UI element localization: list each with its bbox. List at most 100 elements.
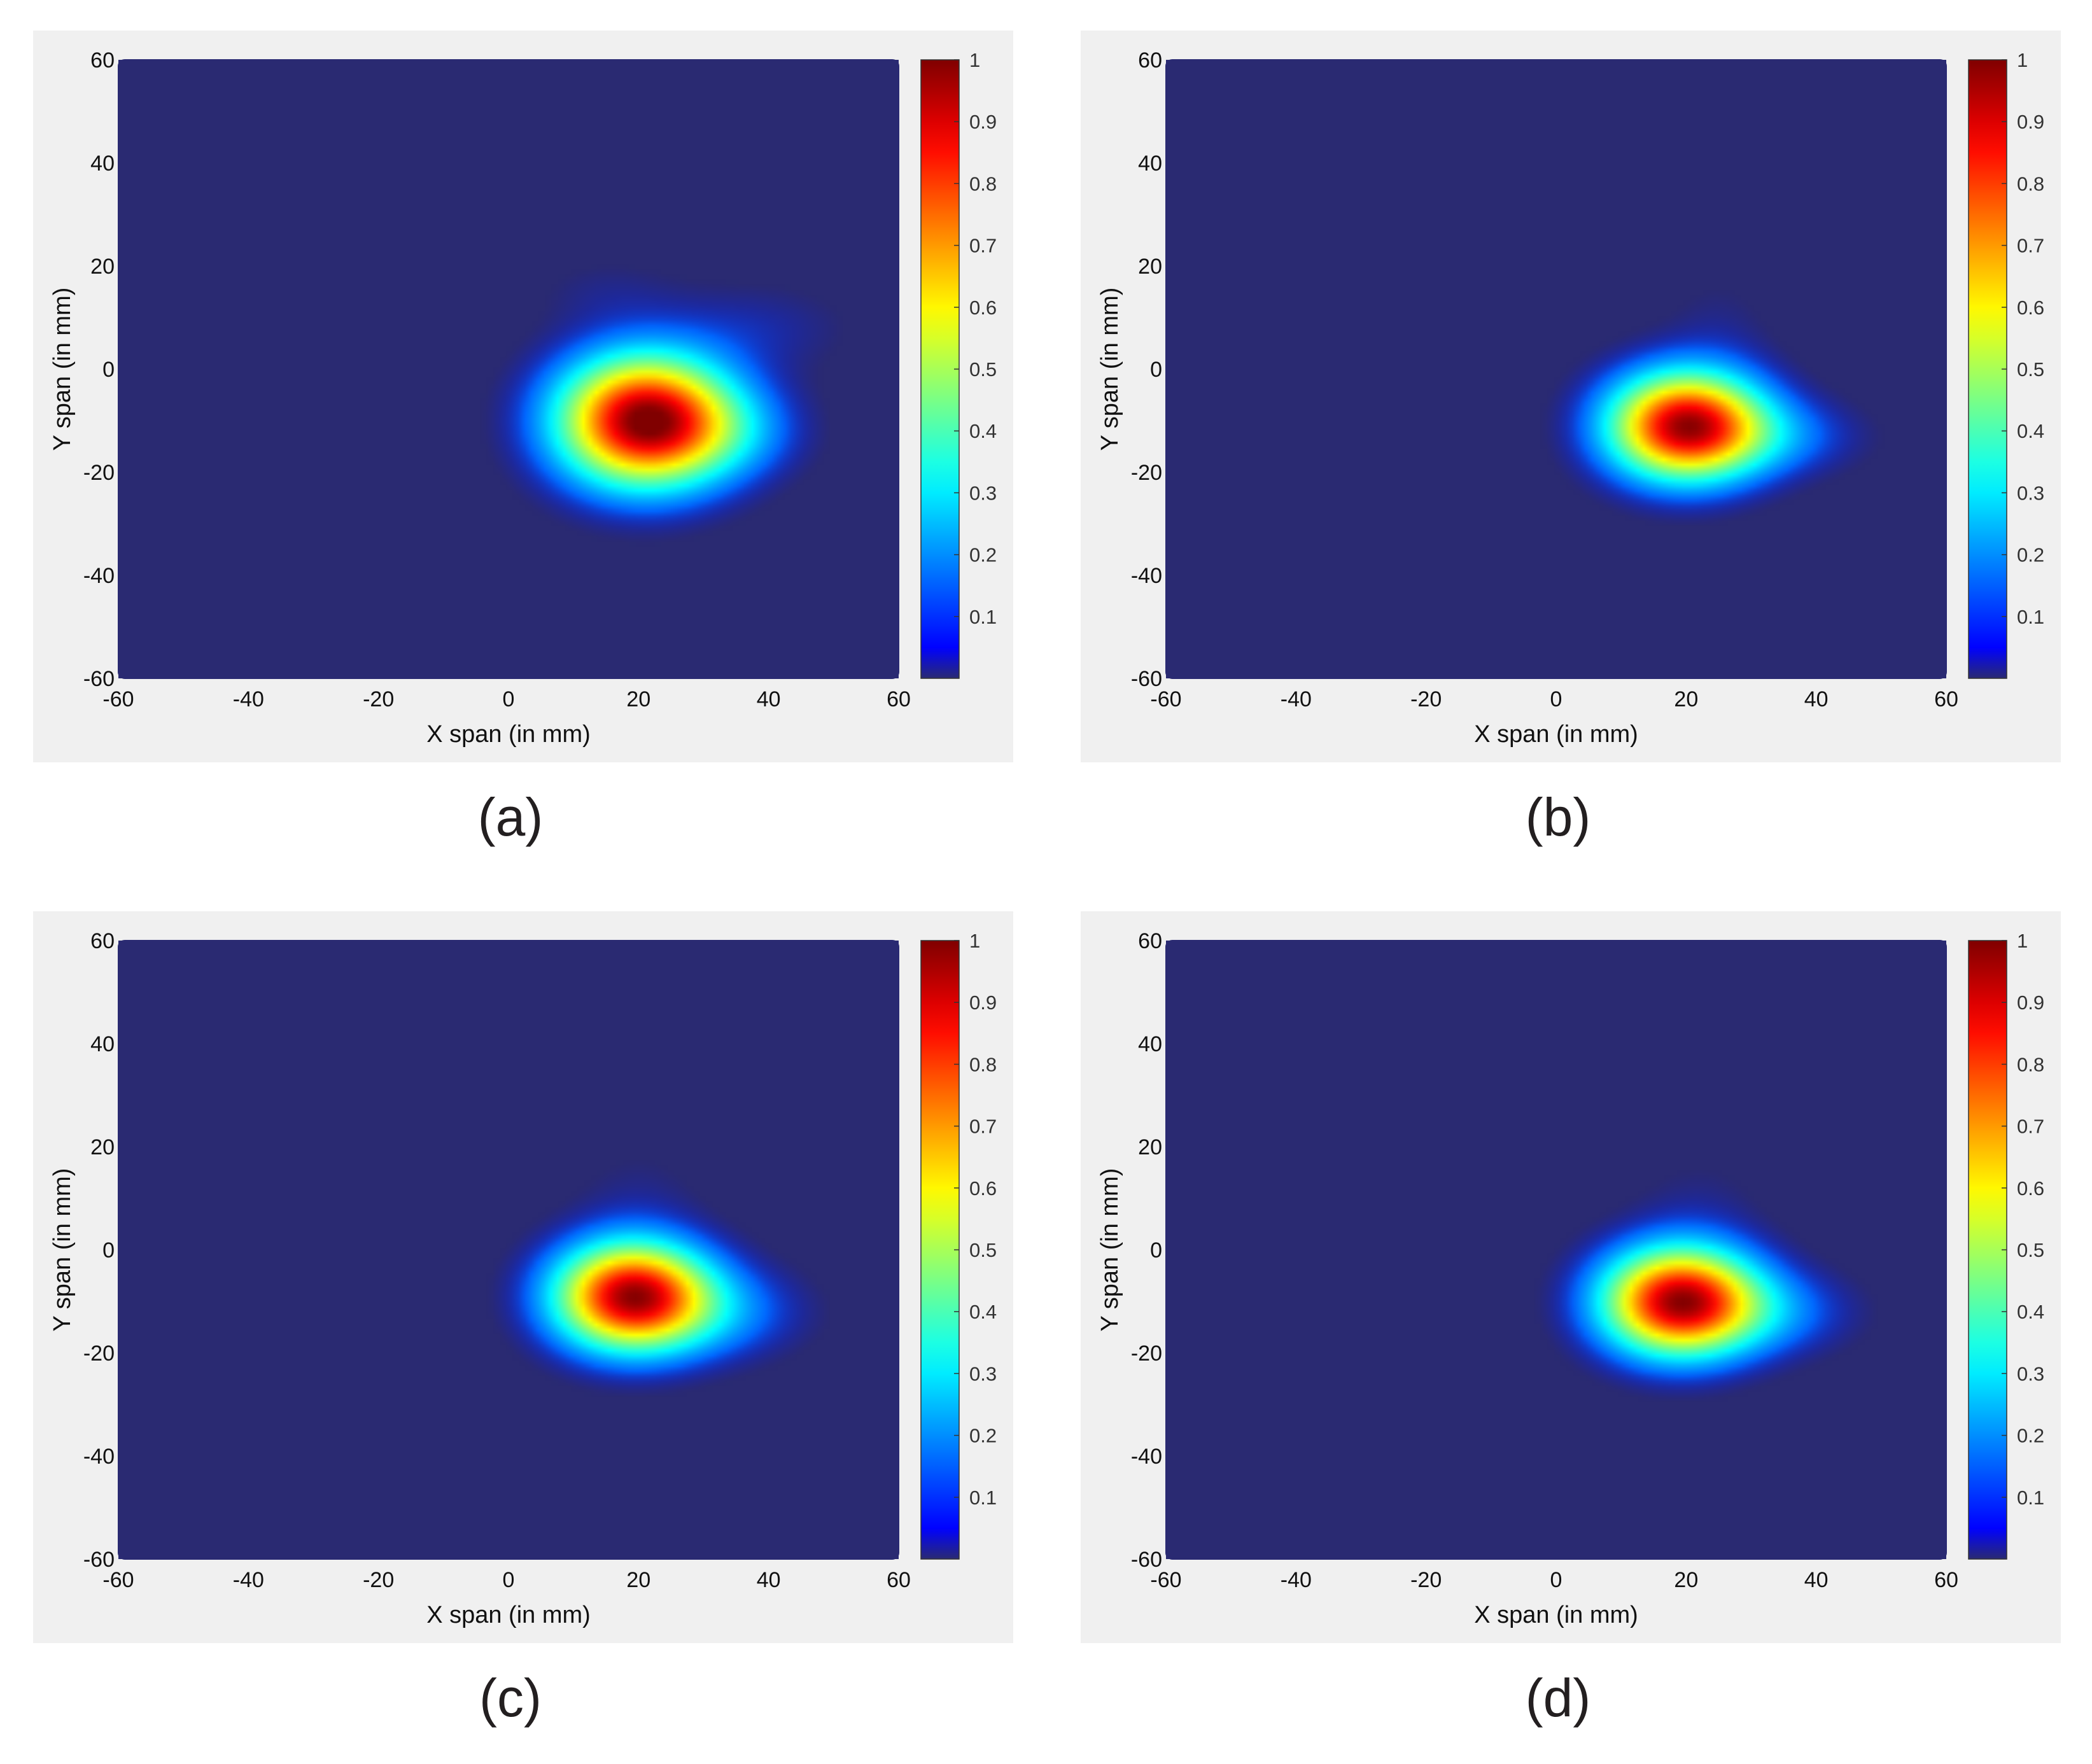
- y-tick-label: -20: [1131, 461, 1162, 485]
- colorbar-tick-label: 0.2: [969, 544, 997, 566]
- colorbar-tick-label: 0.2: [2017, 544, 2044, 566]
- colorbar-tick-label: 0.5: [969, 1239, 997, 1261]
- colorbar-tick-label: 0.7: [969, 235, 997, 257]
- x-axis-label: X span (in mm): [1474, 1602, 1638, 1628]
- colorbar-tick-label: 0.6: [2017, 1177, 2044, 1200]
- colorbar: [920, 940, 960, 1560]
- colorbar-tick-label: 1: [969, 930, 980, 952]
- y-tick-label: -20: [1131, 1341, 1162, 1366]
- y-tick-label: -40: [83, 564, 115, 588]
- plot-frame: [1165, 940, 1947, 1560]
- colorbar-tick-label: 0.9: [969, 111, 997, 133]
- colorbar-tick-label: 0.8: [2017, 172, 2044, 195]
- colorbar-tick-label: 0.1: [969, 606, 997, 628]
- x-tick-label: 0: [503, 687, 515, 711]
- colorbar: [1968, 940, 2007, 1560]
- colorbar-tick-label: 0.3: [2017, 482, 2044, 504]
- colorbar-tick-label: 0.3: [969, 482, 997, 504]
- colorbar-tick-label: 0.3: [969, 1362, 997, 1385]
- heatmap-panel: -60 -40 -20 0 20 40 60 -60 -40 -20 0 20 40 60 X span (…: [33, 911, 1013, 1643]
- colorbar-tick-label: 1: [2017, 49, 2028, 71]
- x-tick-label: 20: [1674, 1568, 1698, 1592]
- x-tick-label: 40: [757, 687, 781, 711]
- x-tick-label: -20: [1410, 1568, 1442, 1592]
- y-tick-label: 40: [1138, 1032, 1162, 1056]
- y-tick-label: 20: [1138, 255, 1162, 279]
- x-tick-label: -40: [233, 1568, 264, 1592]
- x-tick-label: -40: [1281, 687, 1312, 711]
- y-tick-label: 0: [1150, 358, 1162, 382]
- colorbar-tick-label: 0.4: [2017, 1301, 2044, 1323]
- y-tick-label: 20: [1138, 1135, 1162, 1159]
- y-axis-label: Y span (in mm): [1097, 288, 1123, 451]
- colorbar: [1968, 59, 2007, 679]
- x-tick-label: 0: [1550, 687, 1562, 711]
- colorbar-tick-label: 0.1: [2017, 1487, 2044, 1509]
- y-tick-label: -60: [83, 667, 115, 691]
- colorbar-tick-label: 0.9: [2017, 111, 2044, 133]
- y-axis-label: Y span (in mm): [49, 288, 76, 451]
- x-tick-label: -60: [1150, 1568, 1181, 1592]
- y-tick-label: 40: [90, 151, 115, 176]
- colorbar-tick-label: 0.2: [2017, 1425, 2044, 1447]
- y-tick-label: 60: [1138, 48, 1162, 73]
- colorbar-tick-label: 0.8: [969, 172, 997, 195]
- heatmap-image: [118, 941, 899, 1559]
- y-tick-label: 0: [1150, 1238, 1162, 1263]
- colorbar-tick-label: 0.6: [2017, 297, 2044, 319]
- y-tick-label: -40: [1131, 564, 1162, 588]
- heatmap-svg: -60 -40 -20 0 20 40 60 -60 -40 -20 0 20 40 60 X span (…: [49, 929, 997, 1628]
- x-tick-label: -60: [102, 1568, 134, 1592]
- colorbar-tick-label: 0.7: [2017, 235, 2044, 257]
- y-tick-label: 40: [1138, 151, 1162, 176]
- y-tick-label: 60: [90, 48, 115, 73]
- heatmap-image: [118, 60, 899, 678]
- y-tick-label: 20: [90, 255, 115, 279]
- colorbar-tick-label: 0.4: [969, 420, 997, 442]
- x-axis-label: X span (in mm): [426, 1602, 591, 1628]
- heatmap-image: [1166, 941, 1946, 1559]
- x-tick-label: 20: [626, 687, 650, 711]
- colorbar-tick-label: 0.8: [2017, 1053, 2044, 1075]
- y-tick-label: -20: [83, 1341, 115, 1366]
- y-tick-label: -20: [83, 461, 115, 485]
- y-tick-label: 60: [1138, 929, 1162, 953]
- x-tick-label: 20: [1674, 687, 1698, 711]
- colorbar-tick-label: 1: [2017, 930, 2028, 952]
- plot-frame: [118, 940, 899, 1560]
- heatmap-image: [1166, 60, 1946, 678]
- colorbar-tick-label: 0.4: [969, 1301, 997, 1323]
- y-tick-label: -40: [83, 1445, 115, 1469]
- y-tick-label: 0: [102, 1238, 115, 1263]
- colorbar-tick-label: 0.1: [969, 1487, 997, 1509]
- y-tick-label: 20: [90, 1135, 115, 1159]
- colorbar-tick-label: 0.8: [969, 1053, 997, 1075]
- x-tick-label: -40: [1281, 1568, 1312, 1592]
- panel-caption: (c): [479, 1668, 542, 1728]
- plot-frame: [1165, 59, 1947, 679]
- x-tick-label: 40: [1804, 1568, 1829, 1592]
- colorbar-tick-label: 0.5: [2017, 1239, 2044, 1261]
- x-tick-label: 40: [1804, 687, 1829, 711]
- heatmap-svg: -60 -40 -20 0 20 40 60 -60 -40 -20 0 20 40 60 X span (…: [49, 48, 997, 748]
- x-tick-label: -60: [102, 687, 134, 711]
- x-tick-label: -20: [1410, 687, 1442, 711]
- x-axis-label: X span (in mm): [1474, 721, 1638, 748]
- colorbar-tick-label: 0.7: [969, 1116, 997, 1138]
- heatmap-panel: -60 -40 -20 0 20 40 60 -60 -40 -20 0 20 40 60 X span (…: [1081, 31, 2061, 762]
- colorbar-tick-label: 0.3: [2017, 1362, 2044, 1385]
- colorbar-tick-label: 0.6: [969, 1177, 997, 1200]
- x-tick-label: 0: [503, 1568, 515, 1592]
- x-tick-label: -20: [363, 687, 394, 711]
- panel-caption: (d): [1525, 1668, 1591, 1728]
- x-tick-label: -40: [233, 687, 264, 711]
- y-tick-label: 40: [90, 1032, 115, 1056]
- x-tick-label: 40: [757, 1568, 781, 1592]
- x-tick-label: 60: [1934, 687, 1958, 711]
- y-tick-label: -40: [1131, 1445, 1162, 1469]
- y-tick-label: 0: [102, 358, 115, 382]
- y-tick-label: -60: [1131, 1548, 1162, 1572]
- plot-frame: [118, 59, 899, 679]
- y-tick-label: 60: [90, 929, 115, 953]
- x-tick-label: 60: [887, 687, 911, 711]
